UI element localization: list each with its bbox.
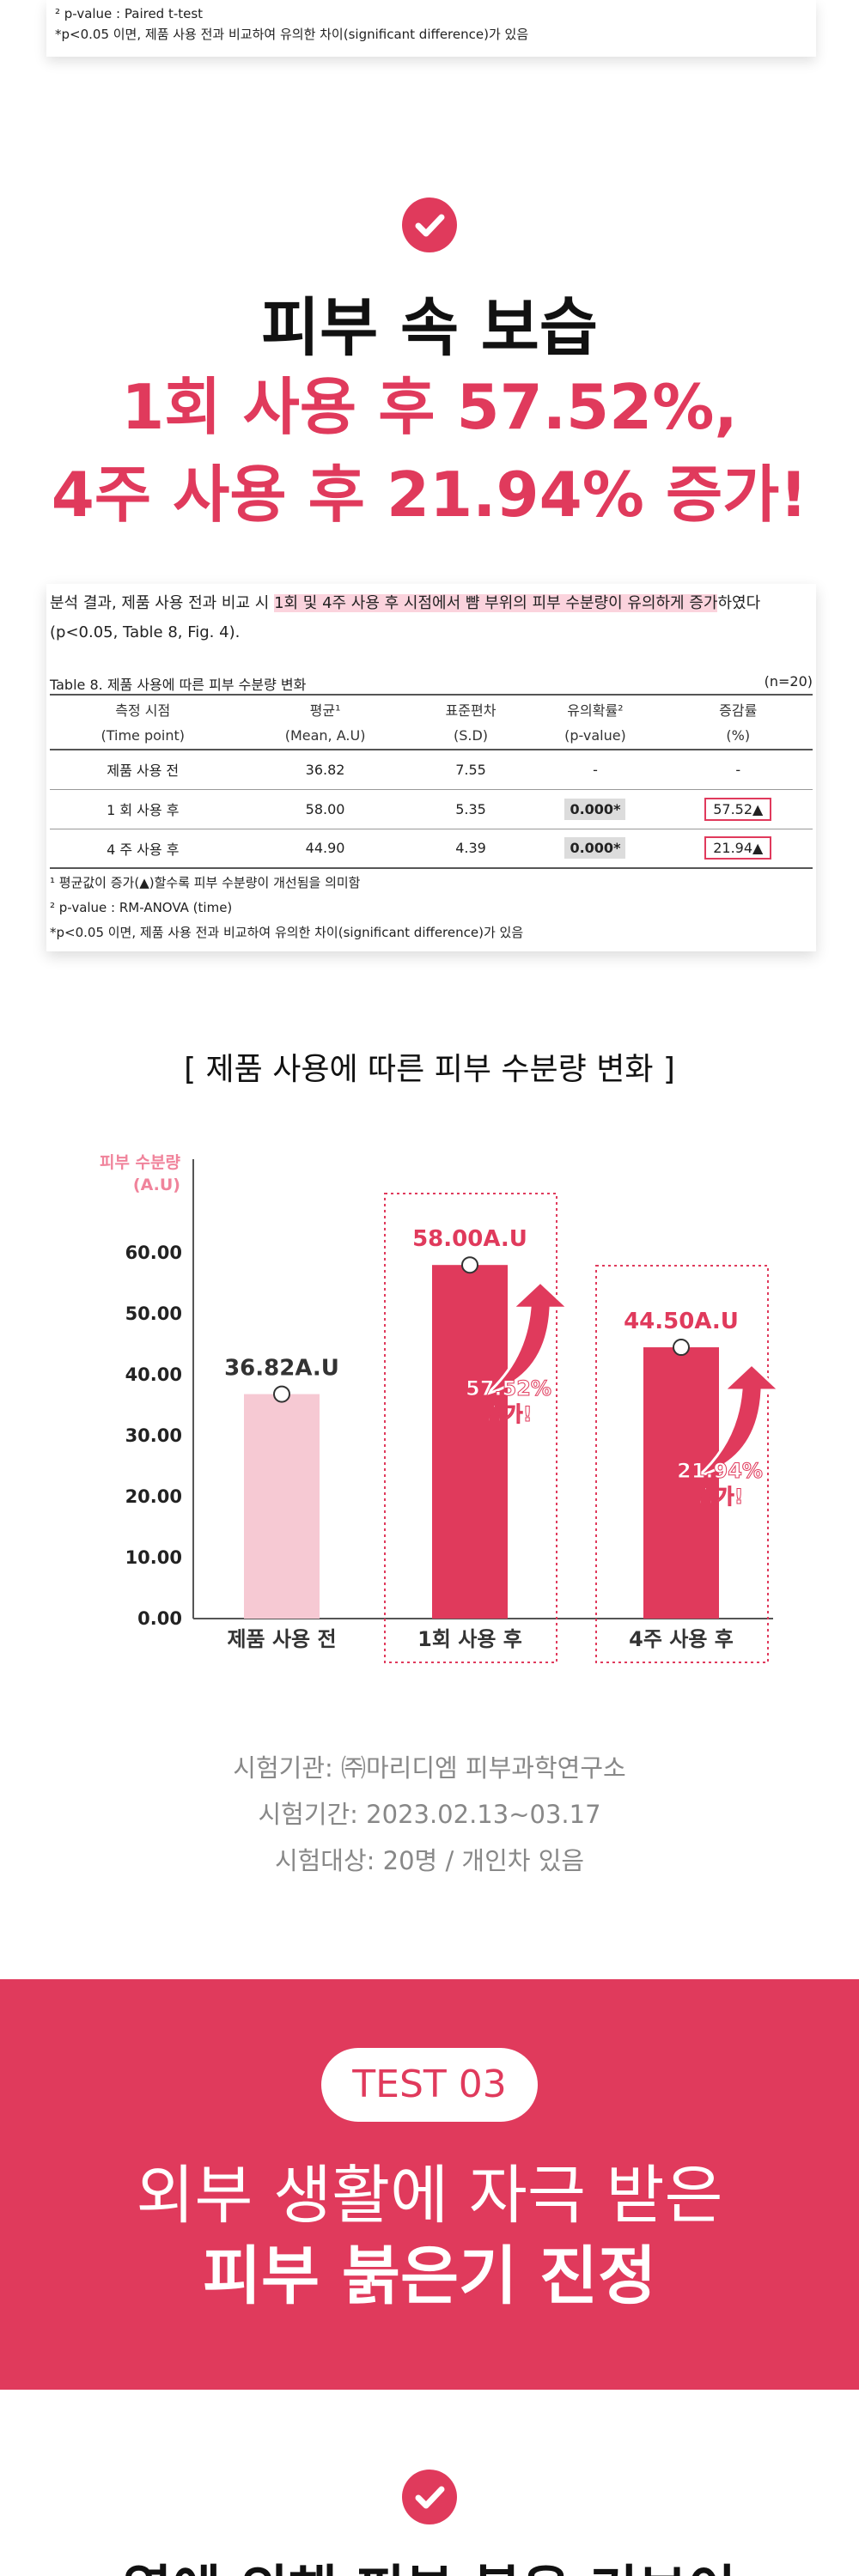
rate-box: 21.94▲ xyxy=(704,836,772,860)
table-title-row: Table 8. 제품 사용에 따른 피부 수분량 변화 (n=20) xyxy=(50,673,813,694)
increase-label: 21.94% xyxy=(677,1459,763,1483)
cell-rate: 21.94▲ xyxy=(663,829,813,869)
check-circle-icon xyxy=(402,2470,457,2524)
cell-mean: 58.00 xyxy=(235,789,415,829)
analysis-part1: 분석 결과, 제품 사용 전과 비교 시 xyxy=(50,594,275,612)
value-label: 58.00A.U xyxy=(412,1226,527,1252)
y-tick-label: 40.00 xyxy=(125,1364,182,1385)
cell-mean: 36.82 xyxy=(235,750,415,790)
y-tick-label: 30.00 xyxy=(125,1425,182,1446)
analysis-text: 분석 결과, 제품 사용 전과 비교 시 1회 및 4주 사용 후 시점에서 뺨… xyxy=(50,589,813,647)
increase-label: 증가! xyxy=(696,1485,743,1509)
pvalue-highlight: 0.000* xyxy=(564,837,626,860)
y-tick-label: 20.00 xyxy=(125,1486,182,1507)
cell-time: 1 회 사용 후 xyxy=(50,789,236,829)
bar xyxy=(643,1347,719,1619)
y-tick-label: 60.00 xyxy=(125,1242,182,1263)
test-subjects: 시험대상: 20명 / 개인차 있음 xyxy=(274,1846,585,1875)
bar-top-marker xyxy=(461,1256,478,1274)
previous-table-notes: ² p-value : Paired t-test *p<0.05 이면, 제품… xyxy=(46,0,816,57)
y-tick-label: 10.00 xyxy=(125,1547,182,1568)
test-pill: TEST 03 xyxy=(321,2048,538,2122)
bar-top-marker xyxy=(673,1339,690,1357)
header-mean: 평균¹ xyxy=(235,694,415,722)
table-title: Table 8. 제품 사용에 따른 피부 수분량 변화 xyxy=(50,677,307,693)
increase-label: 증가! xyxy=(484,1402,532,1426)
bar xyxy=(244,1394,320,1619)
value-label: 36.82A.U xyxy=(224,1356,339,1382)
table-row: 4 주 사용 후 44.90 4.39 0.000* 21.94▲ xyxy=(50,829,813,869)
analysis-highlight: 1회 및 4주 사용 후 시점에서 뺨 부위의 피부 수분량이 유의하게 증가 xyxy=(274,594,718,612)
x-tick-label: 4주 사용 후 xyxy=(629,1627,734,1651)
table-notes: ¹ 평균값이 증가(▲)할수록 피부 수분량이 개선됨을 의미함 ² p-val… xyxy=(50,871,523,945)
header-mean-en: (Mean, A.U) xyxy=(235,722,415,750)
note-line: ² p-value : RM-ANOVA (time) xyxy=(50,900,233,915)
cell-rate: 57.52▲ xyxy=(663,789,813,829)
cell-sd: 5.35 xyxy=(414,789,527,829)
test-period: 시험기간: 2023.02.13~03.17 xyxy=(258,1800,601,1829)
header-sd-en: (S.D) xyxy=(414,722,527,750)
note-line: *p<0.05 이면, 제품 사용 전과 비교하여 유의한 차이(signifi… xyxy=(55,27,529,42)
moisture-bar-chart: 피부 수분량 (A.U) 0.00 10.00 20.00 30.00 40.00 50.00… xyxy=(100,1153,783,1663)
section-highlight-line2: 4주 사용 후 21.94% 증가! xyxy=(51,459,808,531)
cell-time: 4 주 사용 후 xyxy=(50,829,236,869)
cell-sd: 7.55 xyxy=(414,750,527,790)
table-row: 1 회 사용 후 58.00 5.35 0.000* 57.52▲ xyxy=(50,789,813,829)
cell-sd: 4.39 xyxy=(414,829,527,869)
next-section-title: 열에 의해 피부 붉은 기보이 xyxy=(0,2547,859,2576)
header-rate: 증감률 xyxy=(663,694,813,722)
header-time-en: (Time point) xyxy=(50,722,236,750)
section-title: 피부 속 보습 xyxy=(261,291,598,365)
y-tick-label: 0.00 xyxy=(137,1608,182,1629)
y-tick-label: 50.00 xyxy=(125,1303,182,1324)
x-tick-label: 1회 사용 후 xyxy=(417,1627,522,1651)
cell-pvalue: - xyxy=(527,750,664,790)
bar-top-marker xyxy=(273,1385,290,1403)
cell-mean: 44.90 xyxy=(235,829,415,869)
increase-label: 57.52% xyxy=(466,1376,551,1400)
rate-box: 57.52▲ xyxy=(704,797,772,821)
results-table-card: 분석 결과, 제품 사용 전과 비교 시 1회 및 4주 사용 후 시점에서 뺨… xyxy=(46,584,816,951)
header-sd: 표준편차 xyxy=(414,694,527,722)
cell-time: 제품 사용 전 xyxy=(50,750,236,790)
value-label: 44.50A.U xyxy=(624,1309,739,1334)
analysis-part2: 하였다(p<0.05, Table 8, Fig. 4). xyxy=(50,594,761,641)
x-tick-label: 제품 사용 전 xyxy=(227,1627,336,1651)
test-banner: TEST 03 외부 생활에 자극 받은 피부 붉은기 진정 xyxy=(0,1979,859,2390)
moisture-table: 측정 시점 평균¹ 표준편차 유의확률² 증감률 (Time point) (M… xyxy=(50,694,813,869)
check-circle-icon xyxy=(402,197,457,252)
bar xyxy=(432,1265,508,1619)
section-highlight-line1: 1회 사용 후 57.52%, xyxy=(121,371,738,443)
test-institution: 시험기관: ㈜마리디엠 피부과학연구소 xyxy=(233,1753,626,1783)
increase-arrow-icon xyxy=(486,1280,571,1395)
highlight-box xyxy=(595,1265,769,1663)
note-line: ¹ 평균값이 증가(▲)할수록 피부 수분량이 개선됨을 의미함 xyxy=(50,875,361,890)
chart-title: [ 제품 사용에 따른 피부 수분량 변화 ] xyxy=(184,1052,675,1087)
table-n: (n=20) xyxy=(764,673,813,690)
pvalue-highlight: 0.000* xyxy=(564,798,626,820)
header-time: 측정 시점 xyxy=(50,694,236,722)
banner-line1: 외부 생활에 자극 받은 xyxy=(136,2159,723,2233)
increase-arrow-icon xyxy=(698,1362,783,1478)
banner-line2: 피부 붉은기 진정 xyxy=(202,2239,657,2313)
cell-pvalue: 0.000* xyxy=(527,789,664,829)
note-line: *p<0.05 이면, 제품 사용 전과 비교하여 유의한 차이(signifi… xyxy=(50,925,524,940)
header-pvalue: 유의확률² xyxy=(527,694,664,722)
header-rate-en: (%) xyxy=(663,722,813,750)
y-axis-label: 피부 수분량 xyxy=(100,1153,181,1172)
note-line: ² p-value : Paired t-test xyxy=(55,6,204,21)
cell-rate: - xyxy=(663,750,813,790)
y-axis-label: (A.U) xyxy=(133,1176,180,1194)
highlight-box xyxy=(384,1193,557,1663)
table-row: 제품 사용 전 36.82 7.55 - - xyxy=(50,750,813,790)
header-pvalue-en: (p-value) xyxy=(527,722,664,750)
cell-pvalue: 0.000* xyxy=(527,829,664,869)
